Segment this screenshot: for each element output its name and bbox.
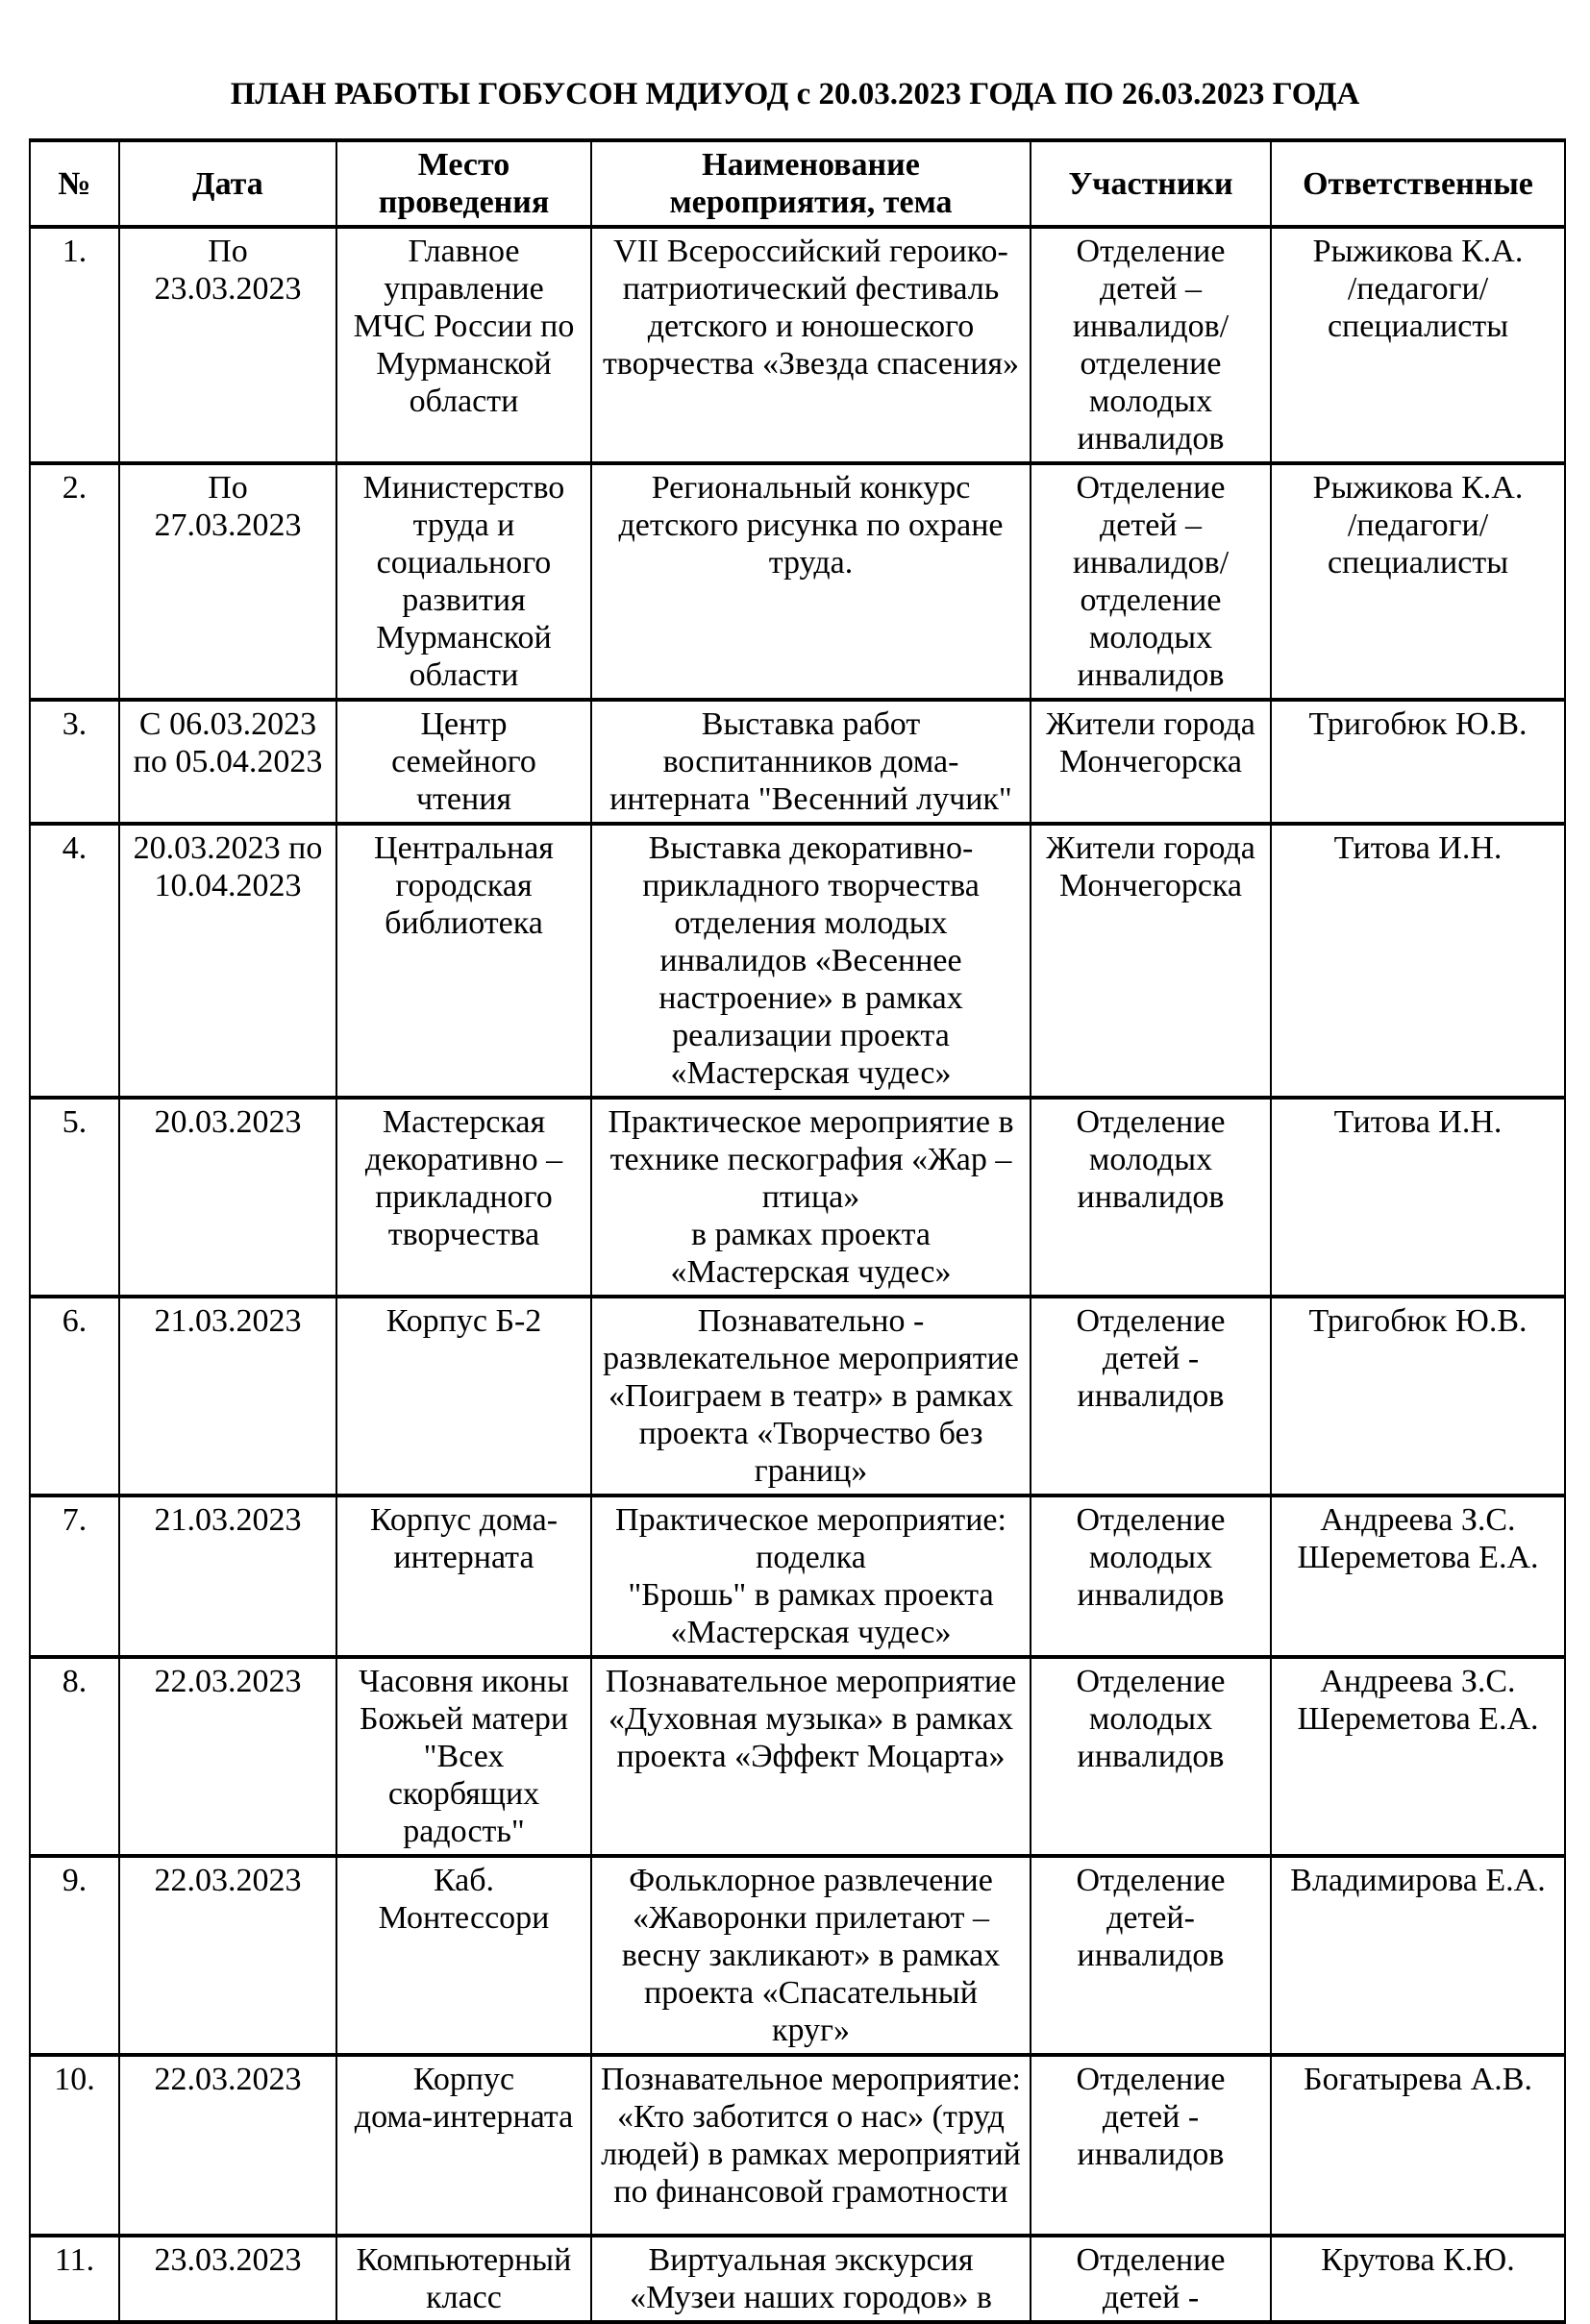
- table-header: № Дата Место проведения Наименование мер…: [29, 138, 1566, 229]
- col-header-event: Наименование мероприятия, тема: [590, 138, 1031, 229]
- cell-place: Корпус дома- интерната: [335, 1494, 592, 1659]
- cell-responsible: Владимирова Е.А.: [1270, 1854, 1566, 2057]
- cell-date: 21.03.2023: [118, 1295, 337, 1497]
- cell-date: 21.03.2023: [118, 1494, 337, 1659]
- cell-responsible: Андреева З.С. Шереметова Е.А.: [1270, 1494, 1566, 1659]
- cell-responsible: Рыжикова К.А. /педагоги/ специалисты: [1270, 225, 1566, 465]
- cell-date: 22.03.2023: [118, 1655, 337, 1858]
- cell-event: Познавательное мероприятие: «Кто заботит…: [590, 2053, 1031, 2237]
- table-row: 3. С 06.03.2023 по 05.04.2023 Центр семе…: [29, 698, 1566, 826]
- cell-event: Практическое мероприятие в технике песко…: [590, 1096, 1031, 1298]
- cell-participants: Жители города Мончегорска: [1030, 822, 1272, 1100]
- table-row: 2. По 27.03.2023 Министерство труда и со…: [29, 461, 1566, 702]
- cell-number: 11.: [29, 2234, 120, 2324]
- cell-number: 1.: [29, 225, 120, 465]
- cell-date: 22.03.2023: [118, 1854, 337, 2057]
- table-row: 8. 22.03.2023 Часовня иконы Божьей матер…: [29, 1655, 1566, 1858]
- cell-date: 22.03.2023: [118, 2053, 337, 2237]
- cell-event: VII Всероссийский героико- патриотически…: [590, 225, 1031, 465]
- cell-place: Центральная городская библиотека: [335, 822, 592, 1100]
- cell-number: 10.: [29, 2053, 120, 2237]
- cell-participants: Отделение молодых инвалидов: [1030, 1096, 1272, 1298]
- cell-date: По 23.03.2023: [118, 225, 337, 465]
- cell-event: Познавательное мероприятие «Духовная муз…: [590, 1655, 1031, 1858]
- cell-responsible: Титова И.Н.: [1270, 822, 1566, 1100]
- cell-number: 3.: [29, 698, 120, 826]
- cell-date: 20.03.2023: [118, 1096, 337, 1298]
- cell-place: Часовня иконы Божьей матери "Всех скорбя…: [335, 1655, 592, 1858]
- cell-participants: Жители города Мончегорска: [1030, 698, 1272, 826]
- cell-event: Практическое мероприятие: поделка "Брошь…: [590, 1494, 1031, 1659]
- table-row: 7. 21.03.2023 Корпус дома- интерната Пра…: [29, 1494, 1566, 1659]
- cell-number: 8.: [29, 1655, 120, 1858]
- cell-date: С 06.03.2023 по 05.04.2023: [118, 698, 337, 826]
- cell-number: 7.: [29, 1494, 120, 1659]
- table-row: 10. 22.03.2023 Корпус дома-интерната Поз…: [29, 2053, 1566, 2237]
- cell-event: Познавательно - развлекательное мероприя…: [590, 1295, 1031, 1497]
- cell-responsible: Тригобюк Ю.В.: [1270, 698, 1566, 826]
- cell-responsible: Рыжикова К.А. /педагоги/ специалисты: [1270, 461, 1566, 702]
- cell-number: 9.: [29, 1854, 120, 2057]
- header-row: № Дата Место проведения Наименование мер…: [29, 138, 1566, 229]
- cell-number: 4.: [29, 822, 120, 1100]
- cell-event: Выставка работ воспитанников дома- интер…: [590, 698, 1031, 826]
- cell-responsible: Титова И.Н.: [1270, 1096, 1566, 1298]
- cell-place: Министерство труда и социального развити…: [335, 461, 592, 702]
- cell-participants: Отделение молодых инвалидов: [1030, 1655, 1272, 1858]
- cell-place: Корпус дома-интерната: [335, 2053, 592, 2237]
- cell-participants: Отделение детей – инвалидов/ отделение м…: [1030, 461, 1272, 702]
- cell-place: Каб. Монтессори: [335, 1854, 592, 2057]
- cell-responsible: Андреева З.С. Шереметова Е.А.: [1270, 1655, 1566, 1858]
- cell-responsible: Тригобюк Ю.В.: [1270, 1295, 1566, 1497]
- cell-participants: Отделение детей- инвалидов: [1030, 1854, 1272, 2057]
- table-row: 9. 22.03.2023 Каб. Монтессори Фольклорно…: [29, 1854, 1566, 2057]
- cell-place: Мастерская декоративно – прикладного тво…: [335, 1096, 592, 1298]
- cell-participants: Отделение детей -: [1030, 2234, 1272, 2324]
- cell-place: Центр семейного чтения: [335, 698, 592, 826]
- table-row: 11. 23.03.2023 Компьютерный класс Виртуа…: [29, 2234, 1566, 2324]
- cell-event: Фольклорное развлечение «Жаворонки приле…: [590, 1854, 1031, 2057]
- cell-participants: Отделение молодых инвалидов: [1030, 1494, 1272, 1659]
- col-header-place: Место проведения: [335, 138, 592, 229]
- cell-number: 5.: [29, 1096, 120, 1298]
- cell-number: 6.: [29, 1295, 120, 1497]
- cell-participants: Отделение детей - инвалидов: [1030, 2053, 1272, 2237]
- cell-date: По 27.03.2023: [118, 461, 337, 702]
- cell-date: 23.03.2023: [118, 2234, 337, 2324]
- col-header-responsible: Ответственные: [1270, 138, 1566, 229]
- cell-event: Региональный конкурс детского рисунка по…: [590, 461, 1031, 702]
- cell-event: Виртуальная экскурсия «Музеи наших город…: [590, 2234, 1031, 2324]
- cell-place: Корпус Б-2: [335, 1295, 592, 1497]
- table-row: 4. 20.03.2023 по 10.04.2023 Центральная …: [29, 822, 1566, 1100]
- cell-place: Главное управление МЧС России по Мурманс…: [335, 225, 592, 465]
- cell-number: 2.: [29, 461, 120, 702]
- cell-event: Выставка декоративно- прикладного творче…: [590, 822, 1031, 1100]
- col-header-number: №: [29, 138, 120, 229]
- cell-participants: Отделение детей - инвалидов: [1030, 1295, 1272, 1497]
- cell-place: Компьютерный класс: [335, 2234, 592, 2324]
- table-row: 1. По 23.03.2023 Главное управление МЧС …: [29, 225, 1566, 465]
- cell-responsible: Богатырева А.В.: [1270, 2053, 1566, 2237]
- cell-responsible: Крутова К.Ю.: [1270, 2234, 1566, 2324]
- cell-participants: Отделение детей – инвалидов/ отделение м…: [1030, 225, 1272, 465]
- table-row: 5. 20.03.2023 Мастерская декоративно – п…: [29, 1096, 1566, 1298]
- col-header-participants: Участники: [1030, 138, 1272, 229]
- page-title: ПЛАН РАБОТЫ ГОБУСОН МДИУОД с 20.03.2023 …: [230, 77, 1360, 111]
- cell-date: 20.03.2023 по 10.04.2023: [118, 822, 337, 1100]
- table-row: 6. 21.03.2023 Корпус Б-2 Познавательно -…: [29, 1295, 1566, 1497]
- col-header-date: Дата: [118, 138, 337, 229]
- work-plan-table: № Дата Место проведения Наименование мер…: [29, 138, 1566, 2324]
